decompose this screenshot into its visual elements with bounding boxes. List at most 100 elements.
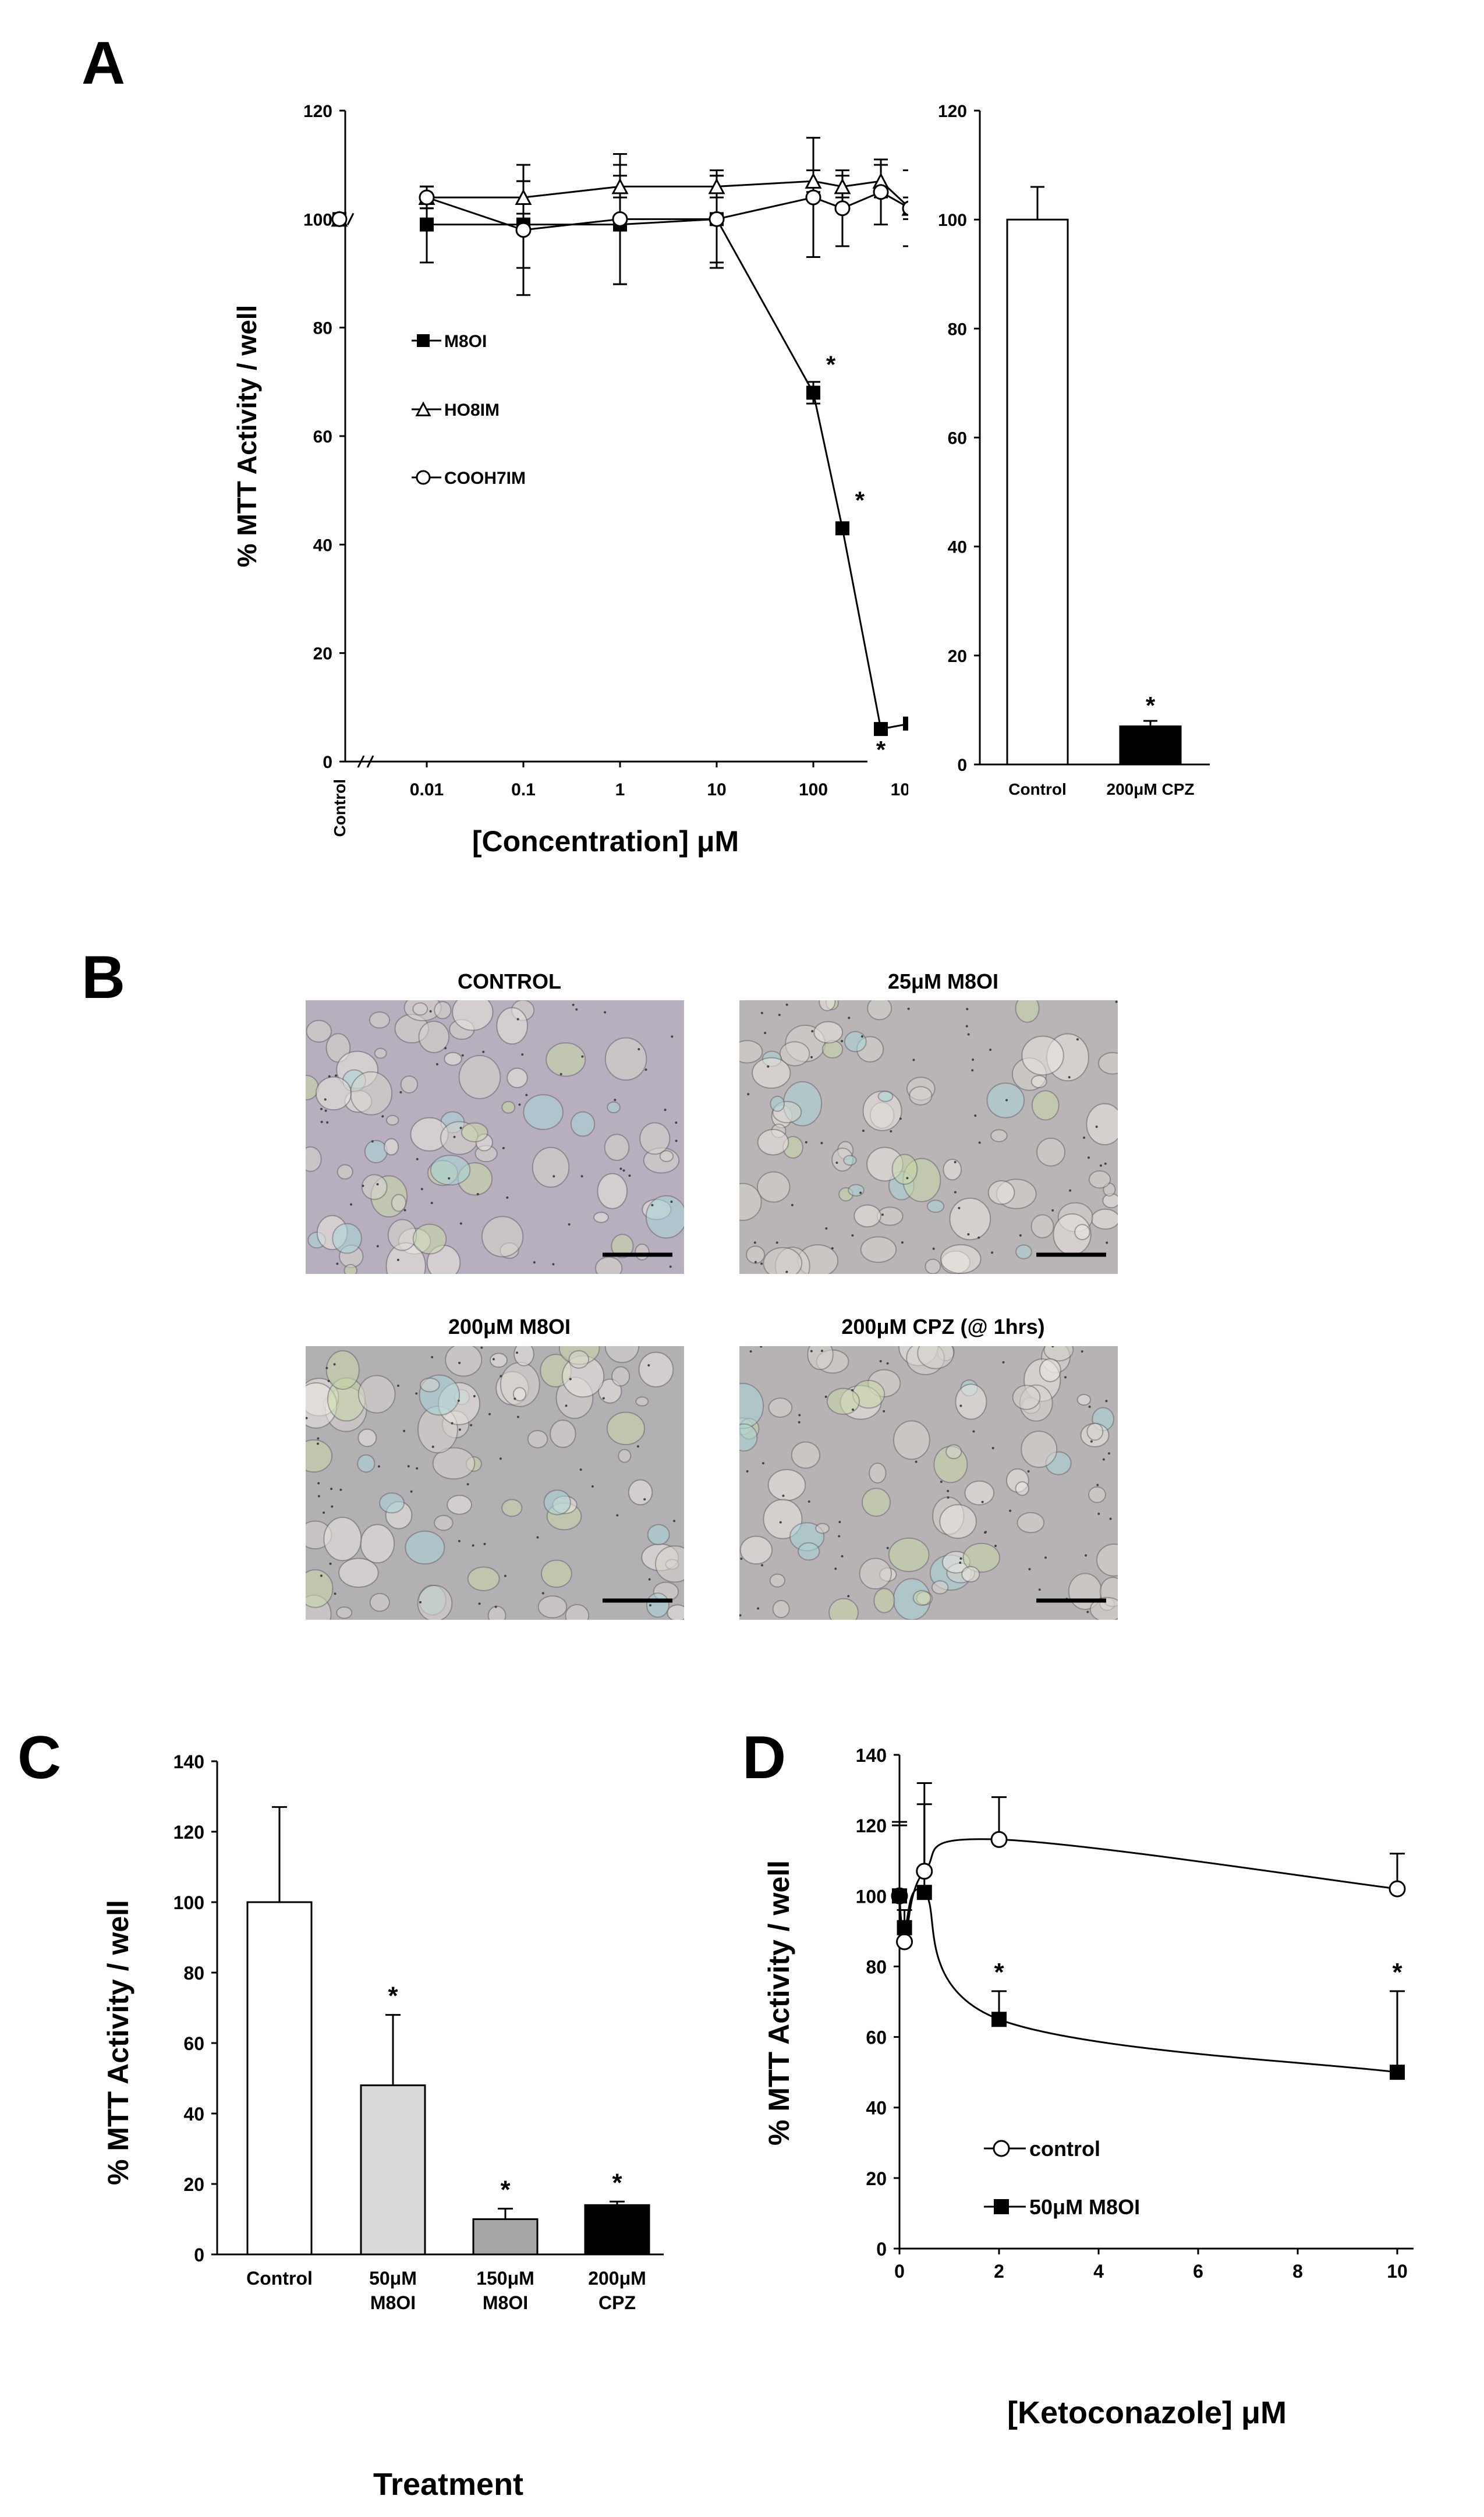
y-tick-label: 0	[194, 2245, 204, 2265]
cell-shape	[635, 1243, 650, 1261]
cell-shape	[779, 1041, 810, 1067]
debris-dot	[470, 1424, 473, 1426]
debris-dot	[760, 1011, 763, 1014]
debris-dot	[746, 1470, 749, 1472]
cell-shape	[873, 1588, 895, 1613]
debris-dot	[339, 1488, 342, 1491]
data-point	[420, 217, 434, 232]
cell-shape	[945, 1444, 962, 1460]
debris-dot	[500, 1375, 502, 1378]
data-point	[873, 184, 889, 200]
cell-shape	[512, 1387, 527, 1401]
debris-dot	[336, 1262, 339, 1265]
debris-dot	[350, 1203, 353, 1206]
cell-shape	[417, 1585, 453, 1620]
x-tick-label: Control	[246, 2268, 313, 2289]
debris-dot	[851, 1389, 853, 1392]
cell-shape	[987, 1180, 1015, 1205]
debris-dot	[581, 1055, 584, 1058]
cell-shape	[1043, 1346, 1074, 1362]
cell-shape	[869, 1462, 887, 1484]
cell-shape	[756, 1171, 791, 1203]
debris-dot	[478, 1602, 481, 1605]
cell-shape	[405, 1530, 445, 1565]
data-point	[805, 172, 822, 189]
cell-shape	[940, 1244, 982, 1274]
debris-dot	[959, 1557, 962, 1560]
x-tick-label: 1	[615, 780, 625, 799]
cell-shape	[1096, 1543, 1118, 1577]
x-tick-label: 2	[994, 2261, 1004, 2282]
cell-shape	[532, 1146, 570, 1188]
micrograph-image	[739, 1346, 1118, 1620]
debris-dot	[483, 1542, 486, 1545]
micrograph-image	[306, 1000, 684, 1274]
debris-dot	[907, 1007, 910, 1010]
y-tick-label: 80	[866, 1956, 887, 1977]
y-tick-label: 0	[876, 2239, 887, 2260]
legend-marker	[993, 2140, 1010, 2157]
bar	[246, 1901, 313, 2256]
debris-dot	[614, 1099, 617, 1102]
bar	[584, 2204, 650, 2256]
cell-shape	[523, 1094, 564, 1130]
debris-dot	[494, 1605, 497, 1608]
debris-dot	[525, 1093, 528, 1096]
debris-dot	[675, 1121, 678, 1124]
debris-dot	[476, 1193, 479, 1196]
y-tick-label: 0	[957, 756, 967, 775]
cell-shape	[860, 1236, 897, 1263]
y-tick-label: 40	[866, 2098, 887, 2119]
debris-dot	[488, 1413, 491, 1415]
debris-dot	[362, 1184, 364, 1187]
data-point-control	[331, 211, 348, 227]
debris-dot	[559, 1072, 562, 1075]
x-tick-label: 4	[1093, 2261, 1104, 2282]
cell-shape	[452, 1000, 494, 1031]
debris-dot	[448, 1177, 451, 1180]
cell-shape	[611, 1233, 634, 1259]
debris-dot	[1104, 1162, 1107, 1165]
cell-shape	[379, 1492, 405, 1514]
cell-shape	[763, 1247, 803, 1274]
y-tick-label: 100	[856, 1886, 887, 1907]
debris-dot	[915, 1460, 918, 1463]
debris-dot	[862, 1130, 865, 1132]
cell-shape	[791, 1441, 821, 1469]
cell-shape	[862, 1090, 902, 1131]
axis-break-mark	[357, 755, 374, 768]
cell-shape	[1031, 1090, 1060, 1121]
x-axis-title: [Concentration] μM	[472, 825, 739, 858]
panel-a-bar-chart: 0 20 40 60 80 100 120 Control 200μM CPZ *	[938, 102, 1210, 798]
y-tick-label: 140	[173, 1751, 204, 1772]
y-tick-label: 80	[313, 319, 332, 338]
cell-shape	[1086, 1103, 1118, 1146]
debris-dot	[651, 1203, 654, 1206]
debris-dot	[767, 1065, 770, 1068]
cell-shape	[635, 1396, 649, 1407]
cell-shape	[1039, 1358, 1061, 1383]
cell-shape	[819, 1000, 836, 1011]
debris-dot	[1081, 1350, 1083, 1353]
cell-shape	[1076, 1393, 1092, 1406]
debris-dot	[965, 1025, 968, 1028]
cell-shape	[595, 1256, 623, 1274]
cell-shape	[418, 1020, 450, 1053]
x-axis-title: [Ketoconazole] μM	[1007, 2395, 1287, 2430]
debris-dot	[371, 1140, 374, 1143]
data-point	[916, 1885, 932, 1900]
cell-shape	[1088, 1486, 1106, 1503]
debris-dot	[415, 1392, 418, 1395]
debris-dot	[403, 1209, 406, 1212]
debris-dot	[1005, 1099, 1008, 1102]
cell-shape	[862, 1488, 891, 1517]
cell-shape	[343, 1263, 357, 1274]
cell-shape	[1021, 1035, 1064, 1076]
y-tick-label: 140	[856, 1745, 887, 1766]
cell-shape	[315, 1076, 352, 1111]
cell-shape	[565, 1603, 590, 1620]
debris-dot	[851, 1408, 854, 1411]
debris-dot	[899, 1117, 902, 1120]
cell-shape	[659, 1150, 674, 1163]
legend-marker	[416, 470, 431, 485]
